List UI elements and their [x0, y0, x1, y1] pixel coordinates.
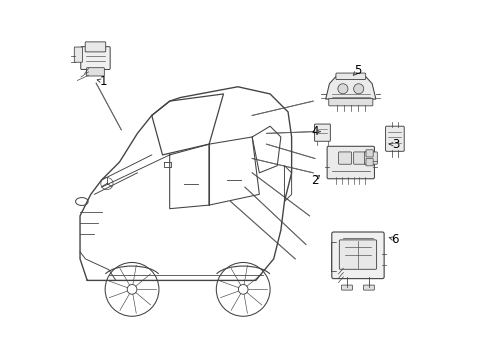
FancyBboxPatch shape: [336, 73, 366, 80]
FancyBboxPatch shape: [340, 240, 377, 269]
FancyBboxPatch shape: [364, 285, 374, 290]
FancyBboxPatch shape: [354, 152, 367, 164]
Text: 5: 5: [354, 64, 362, 77]
FancyBboxPatch shape: [339, 152, 351, 164]
Text: 3: 3: [392, 138, 399, 150]
FancyBboxPatch shape: [87, 68, 104, 76]
FancyBboxPatch shape: [366, 159, 373, 166]
Polygon shape: [326, 77, 376, 99]
FancyBboxPatch shape: [342, 285, 352, 290]
FancyBboxPatch shape: [327, 146, 374, 179]
FancyBboxPatch shape: [81, 47, 110, 69]
FancyBboxPatch shape: [332, 232, 384, 279]
FancyBboxPatch shape: [365, 152, 377, 164]
FancyBboxPatch shape: [85, 42, 106, 52]
Circle shape: [354, 84, 364, 94]
FancyBboxPatch shape: [329, 98, 373, 106]
Text: 1: 1: [99, 75, 107, 88]
FancyBboxPatch shape: [386, 126, 404, 151]
FancyBboxPatch shape: [315, 124, 330, 141]
FancyBboxPatch shape: [74, 47, 82, 62]
FancyBboxPatch shape: [366, 150, 373, 157]
Text: 6: 6: [391, 233, 399, 246]
Circle shape: [338, 84, 348, 94]
Text: 4: 4: [311, 125, 318, 138]
Text: 2: 2: [311, 174, 318, 186]
